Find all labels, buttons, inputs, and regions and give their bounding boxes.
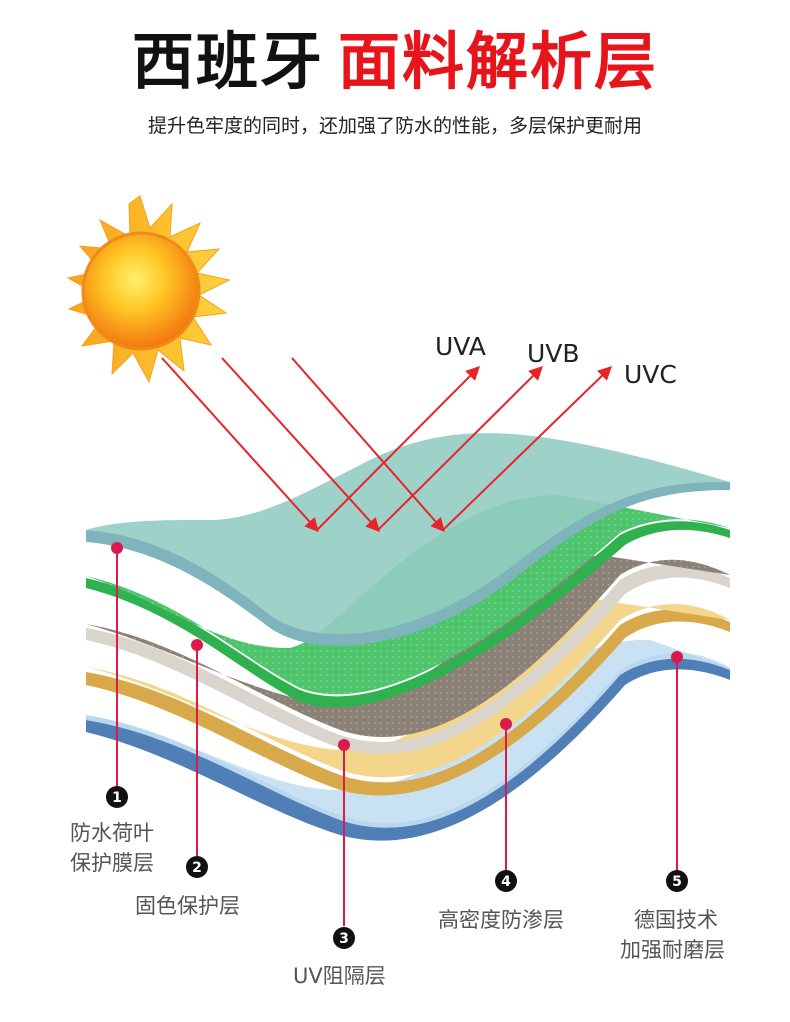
ray-label-uva: UVA	[435, 332, 486, 361]
page-title: 西班牙 面料解析层	[0, 22, 790, 102]
callout-3-label: UV阻隔层	[293, 964, 386, 988]
callout-1-label-line-1: 防水荷叶	[70, 821, 154, 845]
ray-incoming-a	[161, 357, 319, 533]
number-badge-4-text: 4	[501, 874, 511, 890]
callout-3: 3 UV阻隔层	[293, 927, 386, 988]
number-badge-5-text: 5	[672, 874, 682, 890]
number-badge-2-text: 2	[192, 860, 202, 876]
callout-4-label: 高密度防渗层	[438, 908, 564, 932]
ray-reflected-uvb	[377, 366, 543, 531]
sun-icon	[66, 195, 231, 384]
ray-reflected-uva	[316, 366, 480, 531]
number-badge-1	[106, 786, 128, 808]
subtitle: 提升色牢度的同时，还加强了防水的性能，多层保护更耐用	[147, 115, 642, 137]
ray-incoming-b	[221, 357, 380, 533]
title-part-black: 西班牙	[131, 25, 324, 98]
ray-label-uvb: UVB	[527, 339, 580, 368]
callout-lines	[116, 548, 678, 926]
number-badge-2	[186, 856, 208, 878]
callout-4: 4 高密度防渗层	[438, 870, 564, 932]
ray-label-uvc: UVC	[624, 360, 677, 389]
callout-1-label-line-2: 保护膜层	[70, 851, 154, 875]
number-badge-3	[333, 927, 355, 949]
number-badge-3-text: 3	[339, 931, 349, 947]
callout-2: 2 固色保护层	[135, 856, 240, 918]
callout-5-label-line-1: 德国技术	[634, 908, 718, 932]
uv-rays	[161, 357, 613, 533]
title-part-red: 面料解析层	[338, 25, 659, 98]
callout-2-label: 固色保护层	[135, 894, 240, 918]
ray-incoming-c	[291, 357, 445, 533]
number-badge-4	[495, 870, 517, 892]
layer-1	[86, 433, 730, 646]
callout-5-label-line-2: 加强耐磨层	[620, 938, 725, 962]
callout-dots	[111, 542, 683, 751]
callout-1: 1 防水荷叶 保护膜层	[70, 786, 154, 875]
callout-5: 5 德国技术 加强耐磨层	[620, 870, 725, 962]
number-badge-1-text: 1	[112, 790, 122, 806]
layer-3	[86, 555, 730, 754]
number-badge-5	[666, 870, 688, 892]
ray-reflected-uvc	[442, 366, 613, 531]
